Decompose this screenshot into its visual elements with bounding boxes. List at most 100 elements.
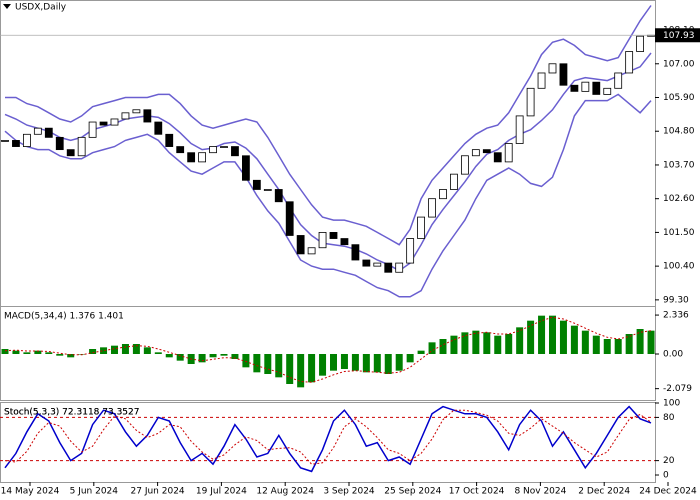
macd-bar <box>111 345 118 354</box>
y-tick-label: 107.00 <box>663 59 695 69</box>
candle <box>66 149 75 157</box>
panel-title: Stoch(5,3,3) 72.3118 73.3527 <box>4 408 139 418</box>
candle <box>296 235 305 255</box>
macd-bar <box>45 352 53 354</box>
candle <box>450 173 458 190</box>
candle <box>110 118 119 126</box>
candle <box>636 35 644 52</box>
macd-bar <box>428 342 436 354</box>
candle <box>241 155 250 181</box>
chart-title: USDX,Daily <box>15 3 67 13</box>
macd-bar <box>538 315 546 354</box>
macd-bar <box>581 330 589 354</box>
macd-bar <box>603 339 611 354</box>
candle <box>625 51 634 74</box>
candle <box>12 140 20 147</box>
signal-line <box>4 316 652 383</box>
macd-bar <box>450 335 458 354</box>
macd-bar <box>362 354 370 373</box>
last-price-box <box>655 28 700 43</box>
macd-bar <box>132 344 140 354</box>
macd-bar <box>340 354 348 369</box>
last-price-label: 107.93 <box>663 31 695 41</box>
y-tick-label: 104.80 <box>663 127 695 137</box>
y-tick-label: 2.336 <box>663 311 689 321</box>
panel-frame <box>0 402 656 483</box>
candle <box>220 146 228 148</box>
candle <box>351 244 360 261</box>
macd-bar <box>231 354 239 359</box>
candle <box>209 146 217 154</box>
stoch-line <box>4 405 652 473</box>
macd-bar <box>253 354 261 373</box>
macd-bar <box>89 349 97 354</box>
y-tick-label: 20 <box>663 456 675 466</box>
macd-bar <box>121 344 129 354</box>
macd-bar <box>351 354 359 371</box>
candle <box>263 189 272 191</box>
macd-bar <box>472 330 480 354</box>
x-tick-label: 8 Nov 2024 <box>514 487 566 497</box>
macd-bar <box>406 354 414 363</box>
macd-bar <box>78 354 86 355</box>
candle <box>460 155 469 175</box>
macd-bar <box>592 335 600 354</box>
macd-bar <box>34 350 42 354</box>
x-tick-label: 5 Jun 2024 <box>70 487 119 497</box>
macd-bar <box>242 354 250 368</box>
candle <box>548 63 557 74</box>
candle <box>307 247 316 255</box>
macd-bar <box>505 334 513 354</box>
macd-bar <box>647 330 655 354</box>
candle <box>1 140 9 142</box>
macd-bar <box>286 354 294 384</box>
candle <box>121 112 130 120</box>
candle <box>274 189 283 203</box>
bollinger-upper <box>5 5 652 246</box>
candle <box>471 149 480 157</box>
macd-bar <box>67 354 75 358</box>
x-tick-label: 3 Sep 2024 <box>323 487 375 497</box>
candle <box>504 143 513 163</box>
macd-bar <box>264 354 272 374</box>
menu-arrow <box>3 4 11 9</box>
macd-bar <box>483 332 491 354</box>
candle <box>318 232 327 249</box>
macd-bar <box>100 347 108 354</box>
candle <box>44 127 53 138</box>
macd-bar <box>23 352 31 354</box>
candle <box>165 133 174 147</box>
macd-bar <box>494 335 502 354</box>
candle <box>592 81 601 95</box>
macd-bar <box>1 349 9 354</box>
candle <box>417 216 426 239</box>
x-tick-label: 19 Jul 2024 <box>196 487 247 497</box>
macd-bar <box>297 354 305 388</box>
y-tick-label: -2.079 <box>663 384 692 394</box>
panel-title: MACD(5,34,4) 1.376 1.401 <box>4 312 124 322</box>
y-tick-label: 0 <box>663 471 669 481</box>
candle <box>395 262 404 273</box>
macd-bar <box>165 354 173 358</box>
bollinger-lower <box>4 93 652 298</box>
candle <box>581 81 590 92</box>
macd-bar <box>439 339 447 354</box>
macd-bar <box>625 334 633 354</box>
y-tick-label: 0.00 <box>663 350 683 360</box>
macd-bar <box>614 339 622 354</box>
candle <box>559 63 568 86</box>
candle <box>515 115 524 144</box>
candle <box>570 84 579 92</box>
candle <box>187 152 196 163</box>
macd-bar <box>275 354 283 378</box>
candle <box>537 72 546 89</box>
candle <box>132 109 141 114</box>
candle <box>154 121 163 135</box>
candle <box>88 121 97 138</box>
macd-bar <box>549 315 556 354</box>
macd-bar <box>176 354 184 361</box>
macd-bar <box>220 354 228 356</box>
macd-bar <box>319 354 327 376</box>
